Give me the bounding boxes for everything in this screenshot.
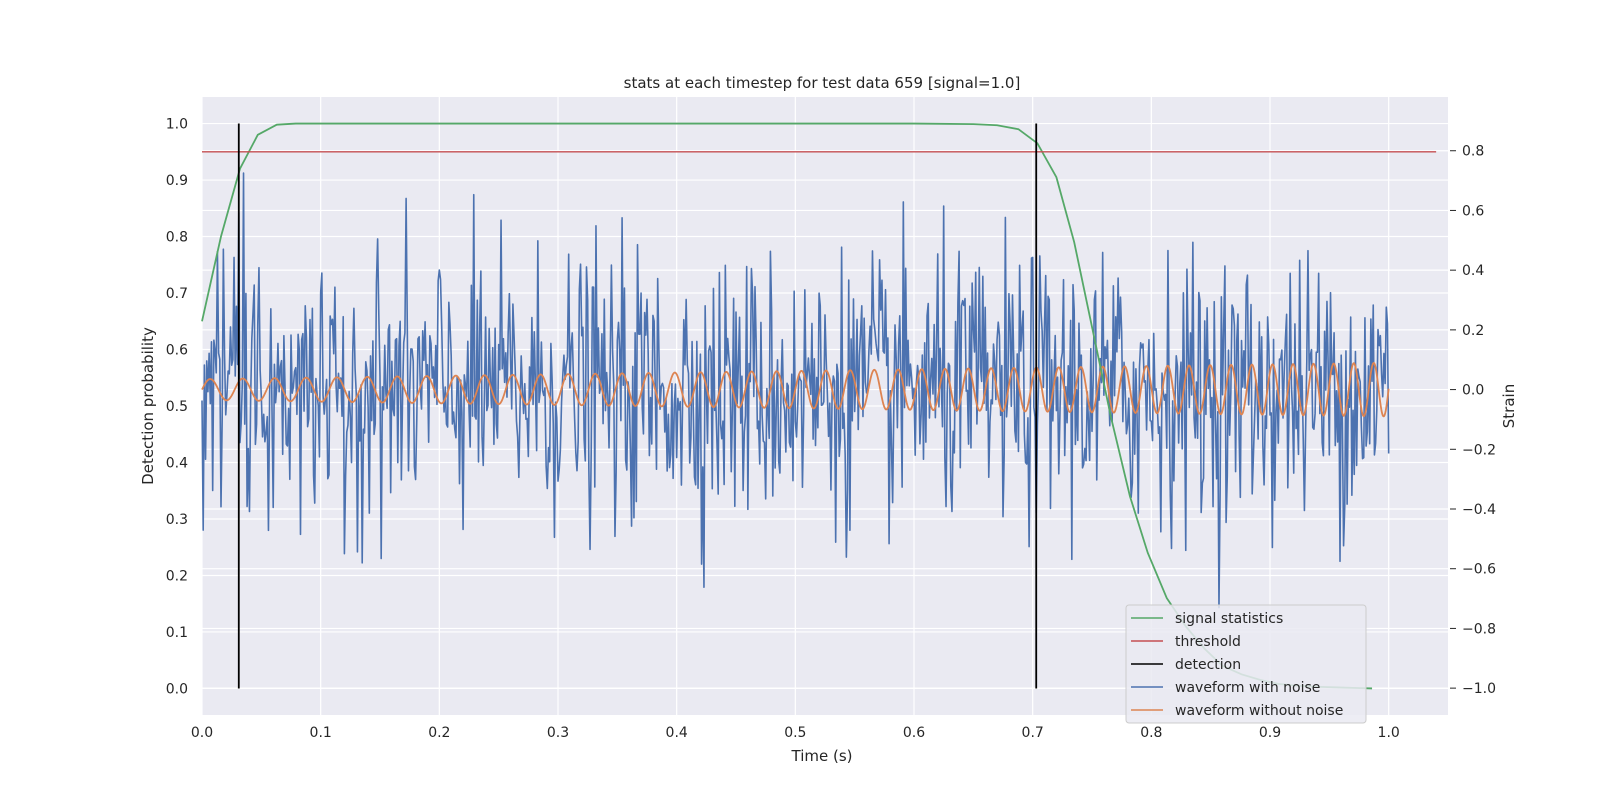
legend-box (1125, 604, 1367, 724)
y-tick-label: 0.1 (166, 625, 188, 641)
y2-tick-label: 0.0 (1462, 383, 1484, 399)
x-tick-label: 1.0 (1378, 725, 1400, 741)
line-waveform-with-noise (201, 172, 1390, 609)
line-waveform-without-noise (201, 361, 1390, 418)
y2-axis-title: Strain (1500, 384, 1518, 428)
legend-label-threshold: threshold (1175, 634, 1241, 650)
y-tick-label: 0.9 (166, 173, 188, 189)
x-axis-ticks: 0.0 0.1 0.2 0.3 0.4 0.5 0.6 0.7 0.8 0.9 1.0 (191, 725, 1400, 741)
y2-tick-label: −1.0 (1462, 681, 1496, 697)
x-tick-label: 0.3 (547, 725, 569, 741)
chart-title: stats at each timestep for test data 659… (624, 74, 1021, 92)
y2-tick-label: 0.4 (1462, 263, 1484, 279)
y-axis-ticks: 0.0 0.1 0.2 0.3 0.4 0.5 0.6 0.7 0.8 0.9 1.0 (166, 117, 188, 698)
y2-axis-ticks: −1.0 −0.8 −0.6 −0.4 −0.2 0.0 0.2 0.4 0.6 0.8 (1450, 144, 1496, 697)
x-tick-label: 0.6 (903, 725, 925, 741)
series-detection (237, 123, 1038, 689)
y-tick-label: 0.2 (166, 568, 188, 584)
y2-tick-label: 0.8 (1462, 144, 1484, 160)
y2-tick-label: −0.6 (1462, 562, 1496, 578)
series-waveform-with-noise (201, 172, 1390, 609)
y2-tick-label: 0.6 (1462, 203, 1484, 219)
y-tick-label: 0.6 (166, 343, 188, 359)
y-tick-label: 0.4 (166, 455, 188, 471)
y-tick-label: 0.0 (166, 681, 188, 697)
y-tick-label: 1.0 (166, 117, 188, 133)
x-axis-title: Time (s) (791, 747, 853, 765)
series-waveform-without-noise (201, 361, 1390, 418)
y-axis-title: Detection probability (139, 327, 157, 485)
x-tick-label: 0.9 (1259, 725, 1281, 741)
y2-tick-label: −0.8 (1462, 621, 1496, 637)
x-tick-label: 0.1 (310, 725, 332, 741)
legend-label-waveform-without-noise: waveform without noise (1175, 703, 1343, 719)
y2-tick-label: 0.2 (1462, 323, 1484, 339)
legend-label-signal-statistics: signal statistics (1175, 611, 1283, 627)
x-tick-label: 0.7 (1022, 725, 1044, 741)
y2-tick-label: −0.2 (1462, 442, 1496, 458)
legend: signal statistics threshold detection wa… (1125, 604, 1367, 724)
y2-tick-label: −0.4 (1462, 502, 1496, 518)
legend-label-waveform-with-noise: waveform with noise (1175, 680, 1320, 696)
x-tick-label: 0.2 (428, 725, 450, 741)
x-tick-label: 0.8 (1140, 725, 1162, 741)
x-tick-label: 0.0 (191, 725, 213, 741)
y-tick-label: 0.5 (166, 399, 188, 415)
y-tick-label: 0.8 (166, 230, 188, 246)
x-tick-label: 0.4 (666, 725, 688, 741)
x-tick-label: 0.5 (784, 725, 806, 741)
y-tick-label: 0.7 (166, 286, 188, 302)
legend-label-detection: detection (1175, 657, 1241, 673)
y-tick-label: 0.3 (166, 512, 188, 528)
